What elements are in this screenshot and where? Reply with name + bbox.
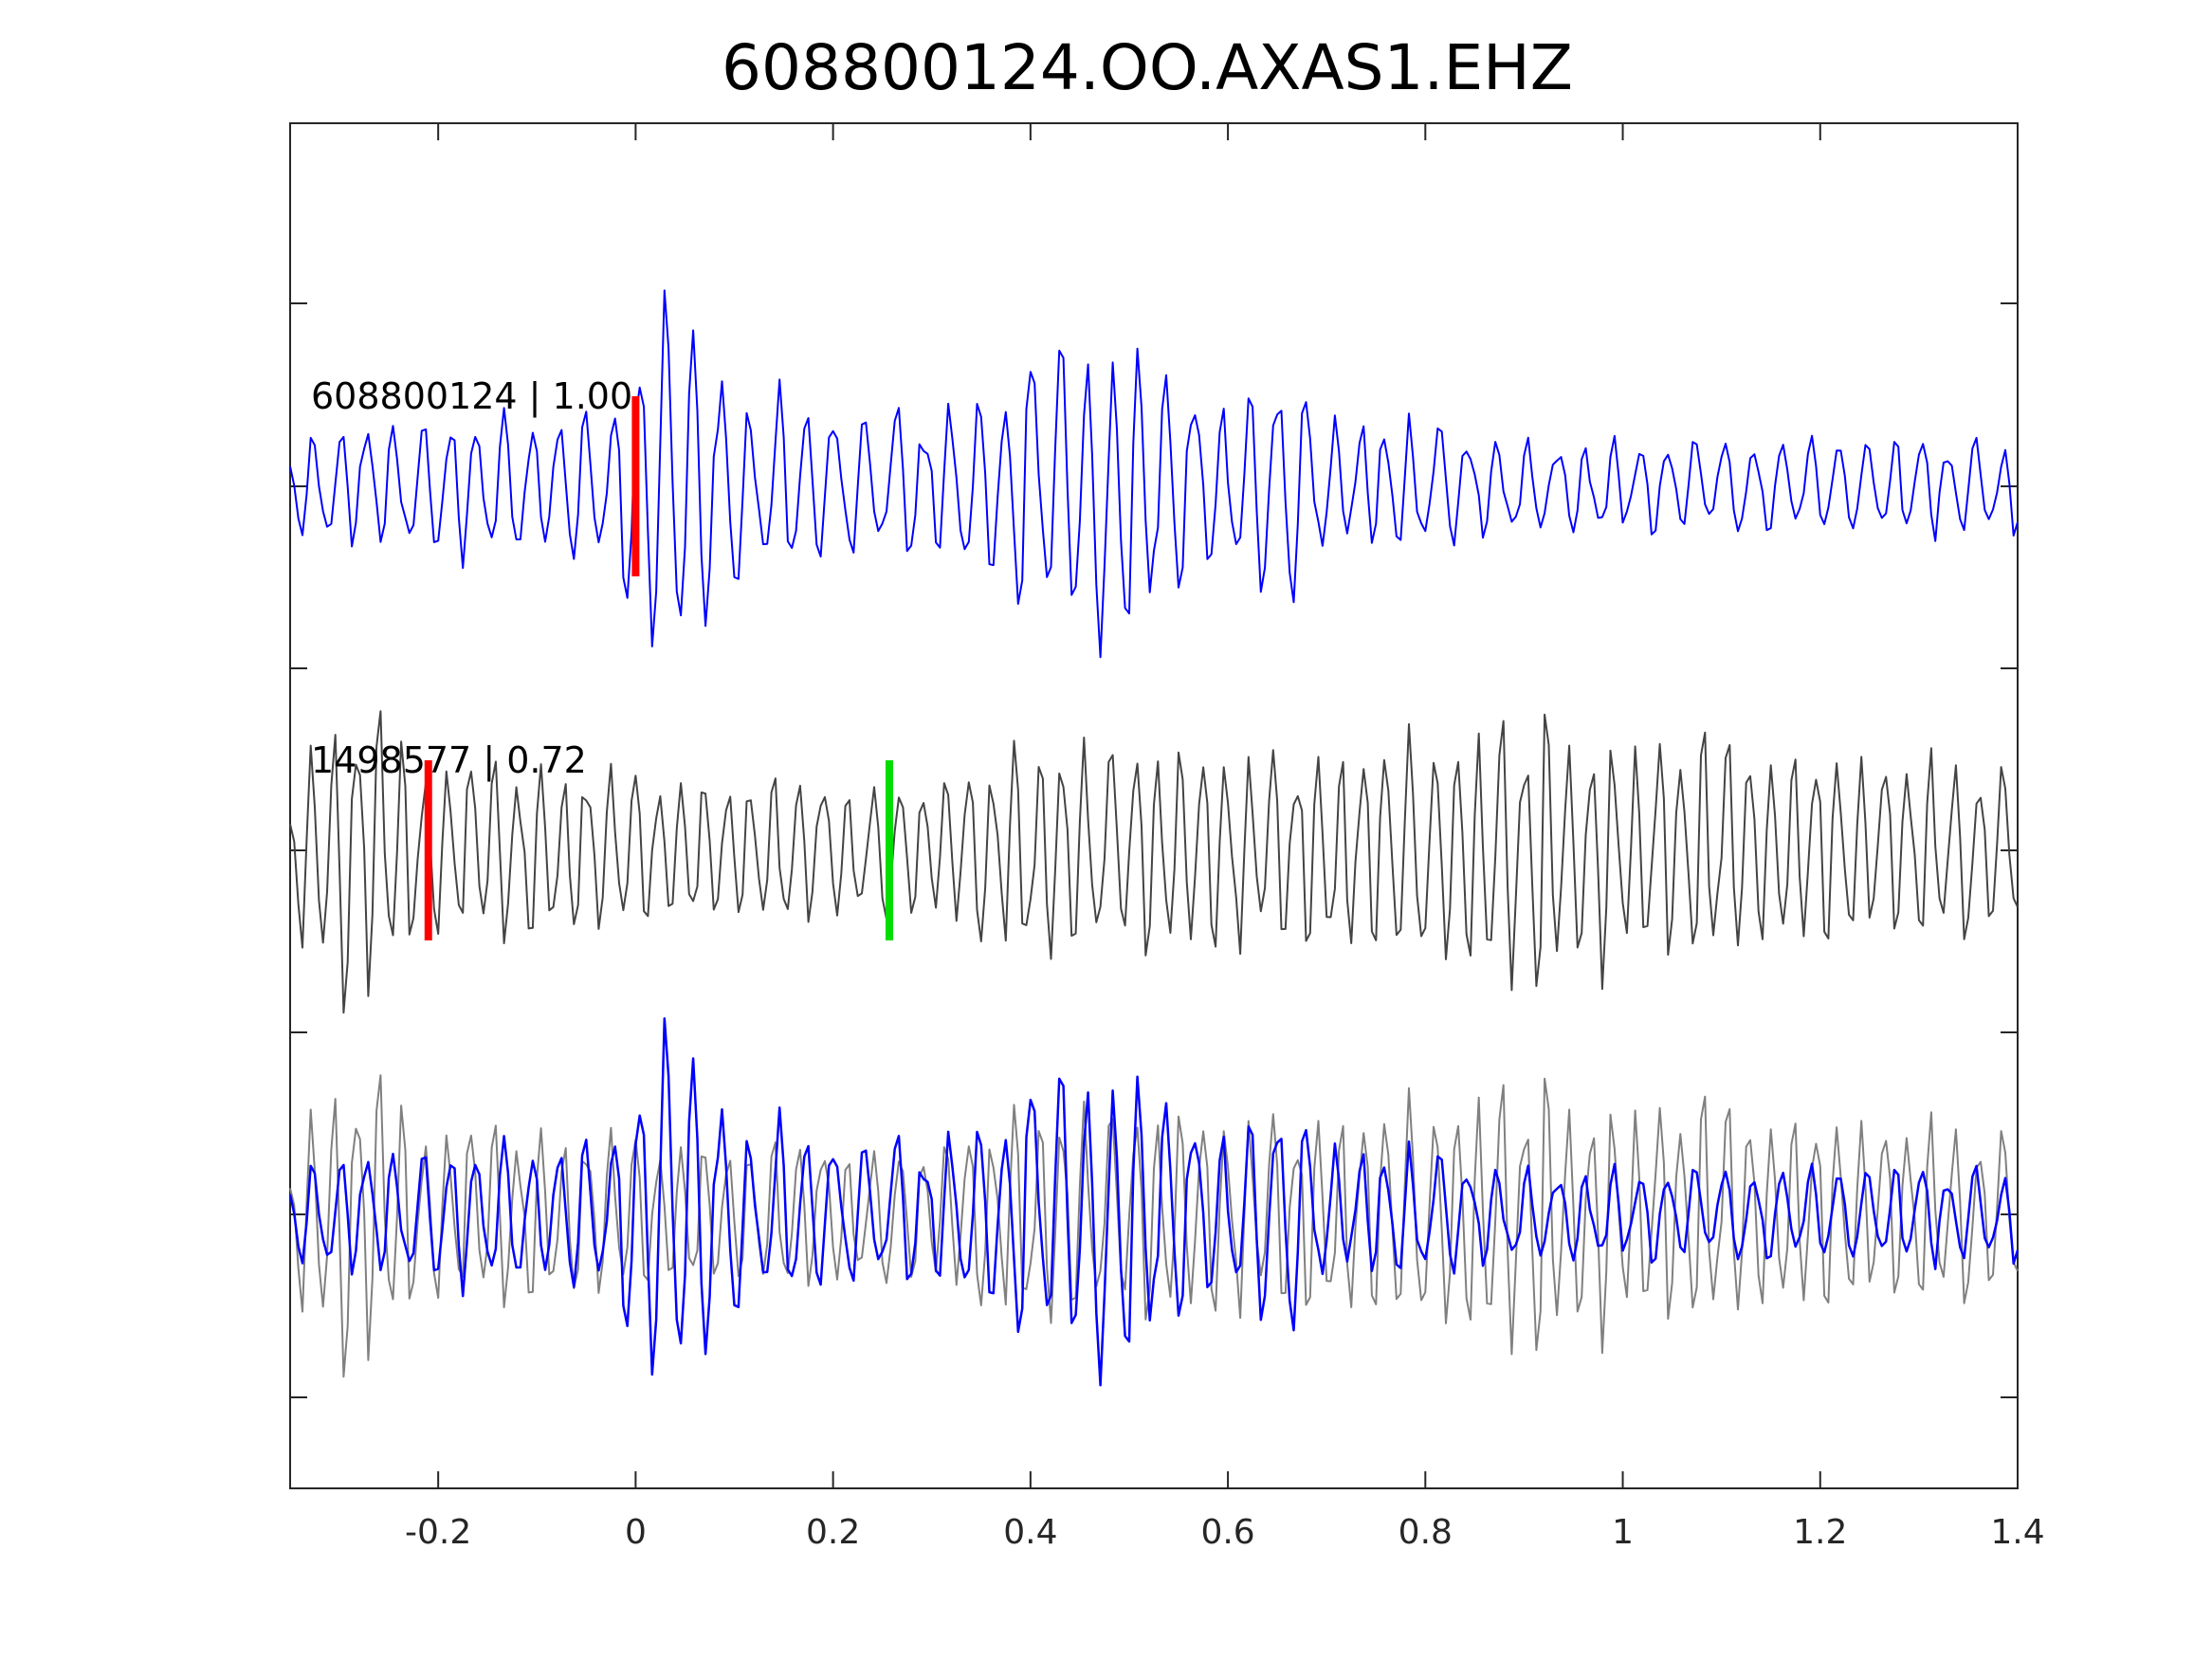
x-tick-label: 1 <box>1612 1513 1634 1552</box>
overlay-detection-trace <box>289 1074 2019 1378</box>
chart-title: 608800124.OO.AXAS1.EHZ <box>722 31 1573 104</box>
x-tick-label: 1.2 <box>1793 1513 1847 1552</box>
trace-annotation: 608800124 | 1.00 <box>311 375 632 418</box>
detection-trace <box>289 710 2019 1014</box>
x-tick-label: 0.2 <box>806 1513 860 1552</box>
x-ticks: -0.2 0 0.2 0.4 0.6 0.8 1 1.2 1.4 <box>405 123 2045 1552</box>
trace-annotation: 1498577 | 0.72 <box>311 739 587 782</box>
waveform-traces <box>288 289 2020 1387</box>
template-trace <box>289 289 2019 659</box>
x-tick-label: 0.6 <box>1200 1513 1254 1552</box>
x-tick-label: 1.4 <box>1990 1513 2044 1552</box>
x-tick-label: -0.2 <box>405 1513 471 1552</box>
overlay-template-trace <box>288 1017 2020 1387</box>
x-tick-label: 0.4 <box>1003 1513 1057 1552</box>
x-tick-label: 0 <box>625 1513 647 1552</box>
trace-annotations: 608800124 | 1.00 1498577 | 0.72 <box>311 375 632 782</box>
plot-area: -0.2 0 0.2 0.4 0.6 0.8 1 1.2 1.4 608800124 | 1.0… <box>288 122 2045 1552</box>
pick-markers <box>424 396 893 940</box>
x-tick-label: 0.8 <box>1398 1513 1453 1552</box>
